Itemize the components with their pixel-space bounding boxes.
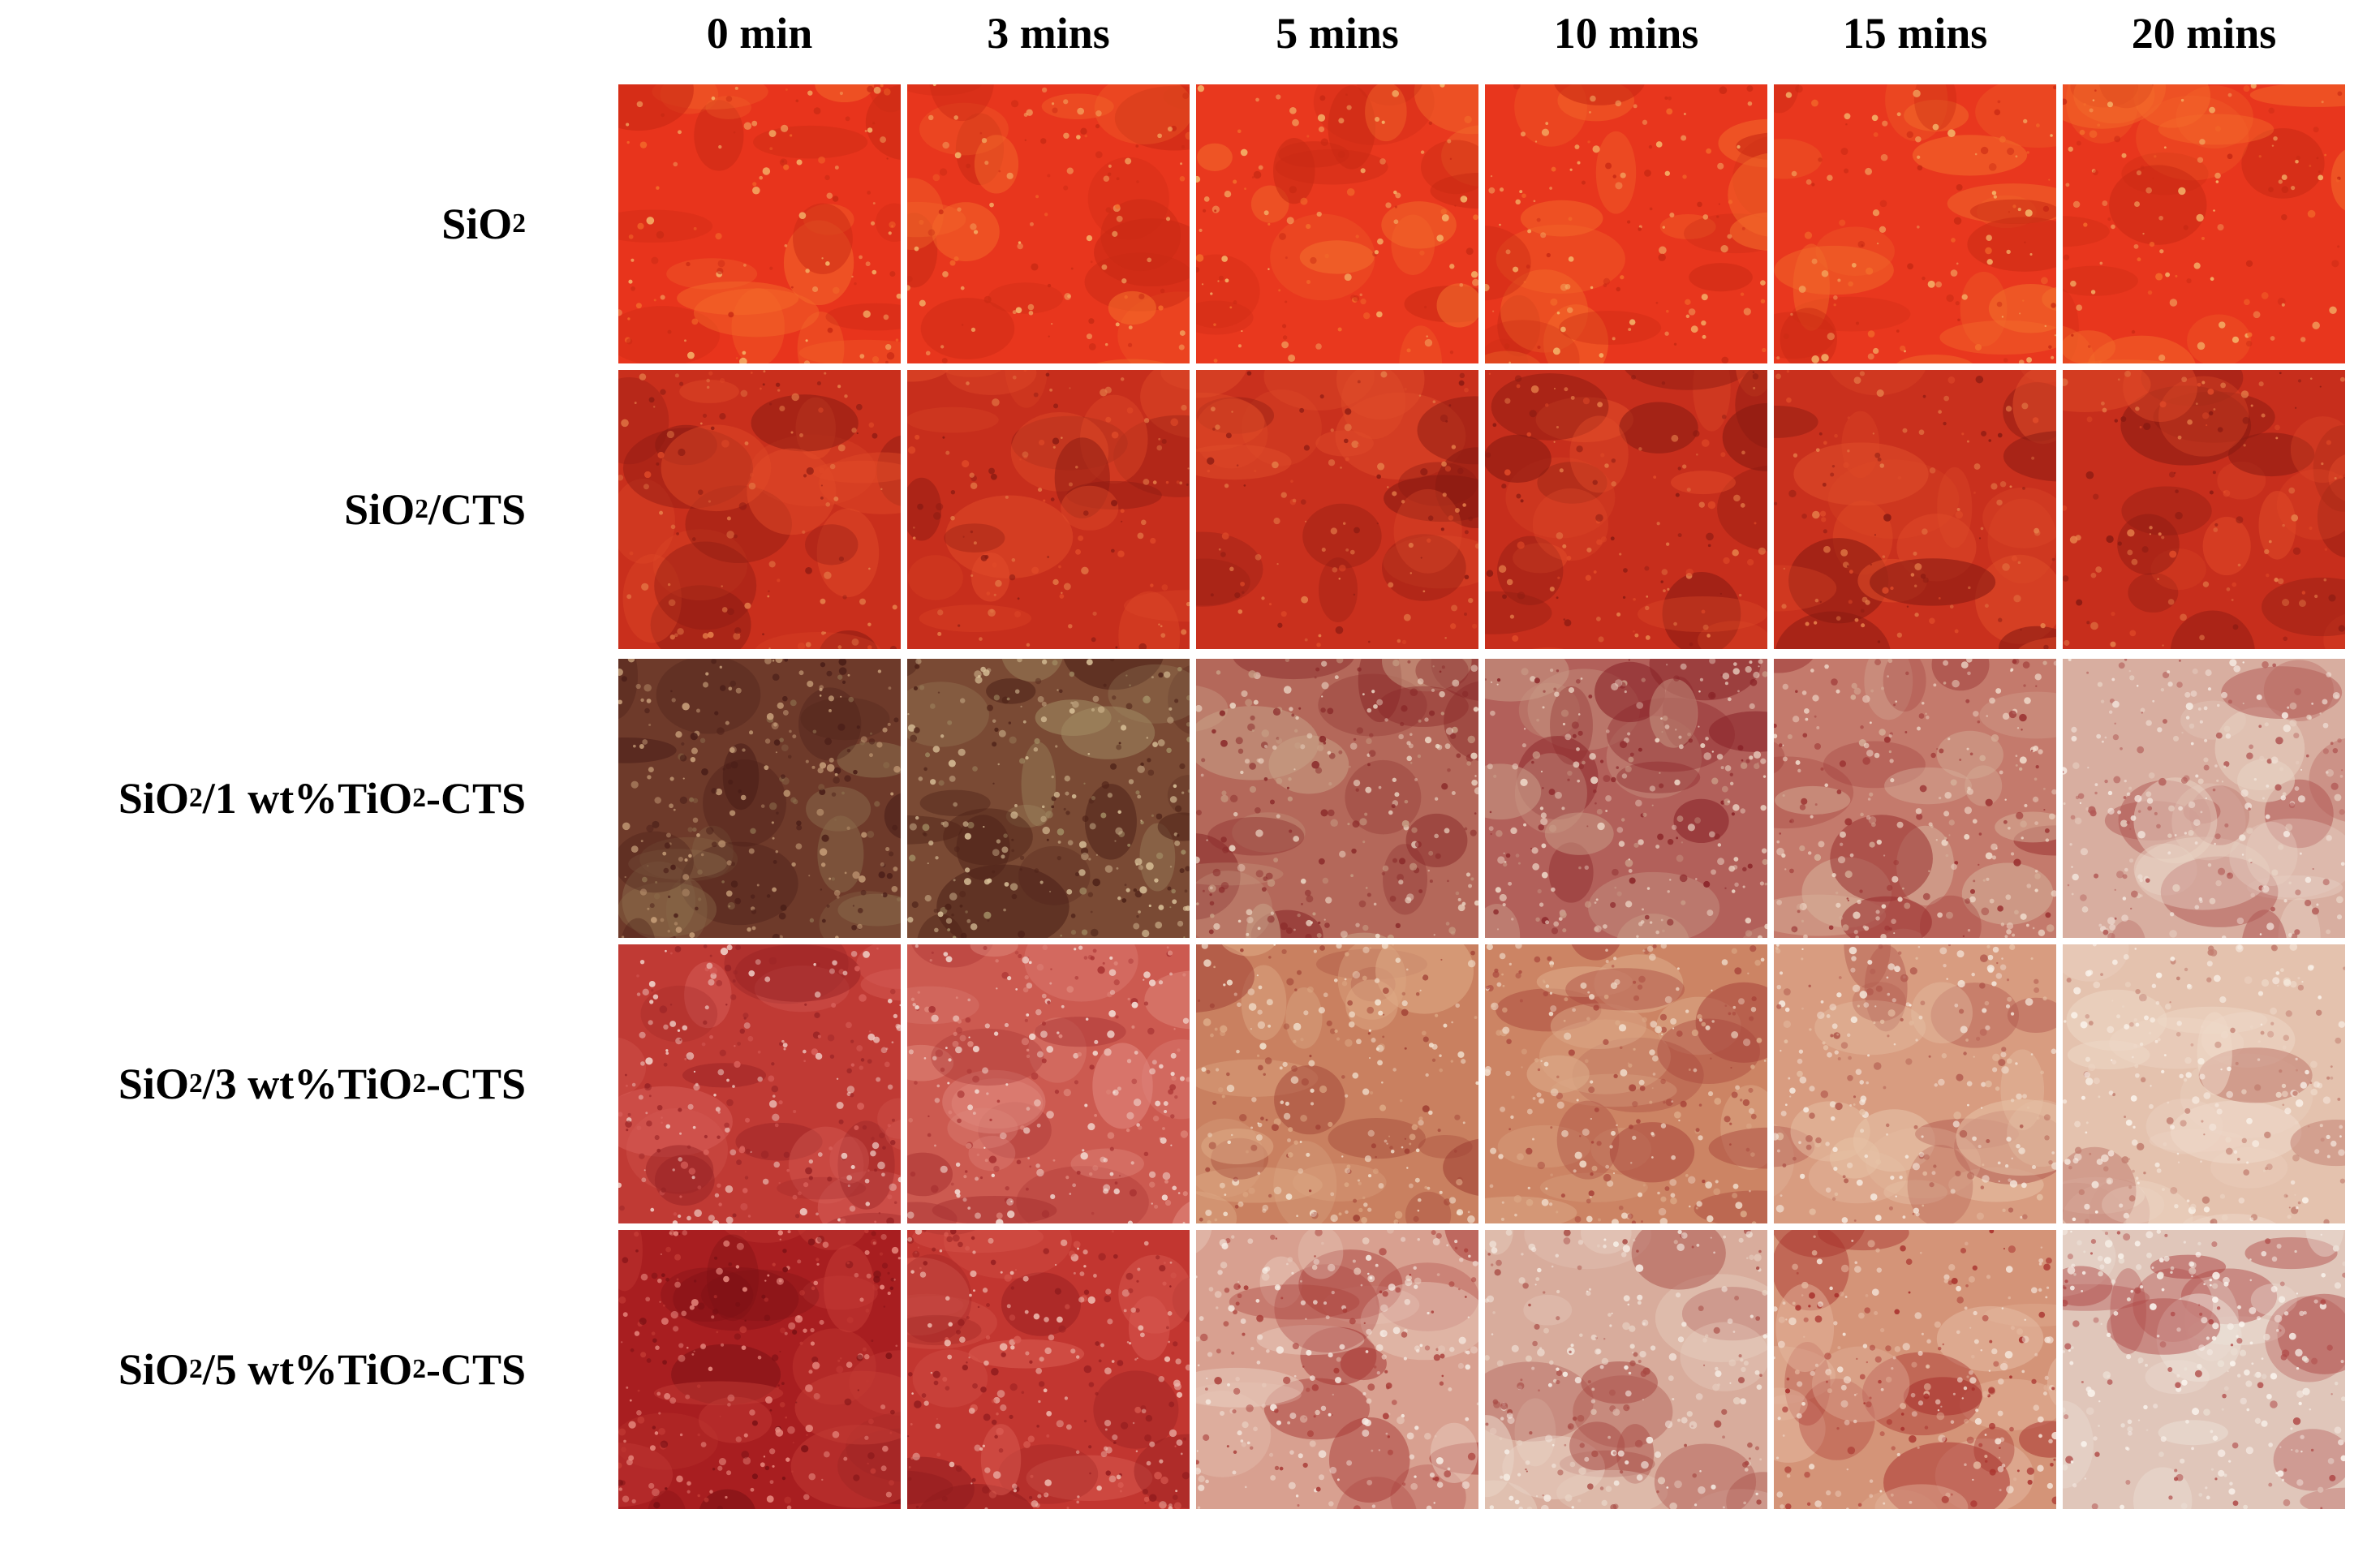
label-text: SiO bbox=[441, 200, 513, 248]
sample-photo-r1-c5 bbox=[2063, 370, 2345, 649]
label-text: -CTS bbox=[425, 774, 526, 823]
sample-photo-r3-c5 bbox=[2063, 944, 2345, 1223]
label-text: SiO bbox=[118, 1060, 189, 1108]
column-header-1: 3 mins bbox=[987, 9, 1110, 58]
subscript: 2 bbox=[188, 1069, 203, 1099]
column-header-2: 5 mins bbox=[1276, 9, 1399, 58]
sample-photo-r2-c5 bbox=[2063, 659, 2345, 938]
column-header-0: 0 min bbox=[706, 9, 813, 58]
subscript: 2 bbox=[412, 1069, 426, 1099]
sample-photo-r0-c1 bbox=[907, 84, 1190, 363]
sample-photo-r1-c1 bbox=[907, 370, 1190, 649]
sample-photo-r0-c2 bbox=[1196, 84, 1478, 363]
column-header-3: 10 mins bbox=[1553, 9, 1699, 58]
sample-photo-r2-c3 bbox=[1485, 659, 1767, 938]
subscript: 2 bbox=[412, 783, 426, 813]
sample-photo-r4-c5 bbox=[2063, 1230, 2345, 1509]
sample-photo-r0-c0 bbox=[618, 84, 901, 363]
sample-photo-r3-c1 bbox=[907, 944, 1190, 1223]
sample-photo-r2-c1 bbox=[907, 659, 1190, 938]
sample-photo-r1-c4 bbox=[1774, 370, 2056, 649]
label-text: /1 wt%TiO bbox=[202, 774, 413, 823]
sample-photo-r0-c3 bbox=[1485, 84, 1767, 363]
subscript: 2 bbox=[412, 1354, 426, 1384]
sample-photo-r3-c2 bbox=[1196, 944, 1478, 1223]
subscript: 2 bbox=[188, 1354, 203, 1384]
column-header-4: 15 mins bbox=[1842, 9, 1988, 58]
sample-photo-r4-c0 bbox=[618, 1230, 901, 1509]
row-label-2: SiO 2/1 wt%TiO 2 -CTS bbox=[0, 659, 526, 938]
label-text: -CTS bbox=[425, 1060, 526, 1108]
row-label-3: SiO 2/3 wt%TiO 2 -CTS bbox=[0, 944, 526, 1223]
sample-photo-r2-c2 bbox=[1196, 659, 1478, 938]
label-text: -CTS bbox=[425, 1345, 526, 1394]
sample-photo-r4-c2 bbox=[1196, 1230, 1478, 1509]
sample-photo-r3-c4 bbox=[1774, 944, 2056, 1223]
label-text: /5 wt%TiO bbox=[202, 1345, 413, 1394]
row-label-0: SiO 2 bbox=[0, 84, 526, 363]
sample-photo-r1-c0 bbox=[618, 370, 901, 649]
label-text: /CTS bbox=[428, 485, 526, 534]
sample-photo-r2-c4 bbox=[1774, 659, 2056, 938]
label-text: /3 wt%TiO bbox=[202, 1060, 413, 1108]
subscript: 2 bbox=[188, 783, 203, 813]
sample-photo-r4-c4 bbox=[1774, 1230, 2056, 1509]
subscript: 2 bbox=[415, 494, 428, 524]
subscript: 2 bbox=[512, 209, 526, 239]
label-text: SiO bbox=[344, 485, 415, 534]
sample-photo-r3-c0 bbox=[618, 944, 901, 1223]
sample-photo-r1-c2 bbox=[1196, 370, 1478, 649]
label-text: SiO bbox=[118, 1345, 189, 1394]
column-header-5: 20 mins bbox=[2131, 9, 2277, 58]
label-text: SiO bbox=[118, 774, 189, 823]
sample-photo-r0-c4 bbox=[1774, 84, 2056, 363]
sample-photo-r0-c5 bbox=[2063, 84, 2345, 363]
row-label-1: SiO 2/CTS bbox=[0, 370, 526, 649]
row-label-4: SiO 2/5 wt%TiO 2 -CTS bbox=[0, 1230, 526, 1509]
sample-photo-r1-c3 bbox=[1485, 370, 1767, 649]
sample-photo-r3-c3 bbox=[1485, 944, 1767, 1223]
sample-photo-r4-c3 bbox=[1485, 1230, 1767, 1509]
sample-photo-r4-c1 bbox=[907, 1230, 1190, 1509]
sample-photo-r2-c0 bbox=[618, 659, 901, 938]
